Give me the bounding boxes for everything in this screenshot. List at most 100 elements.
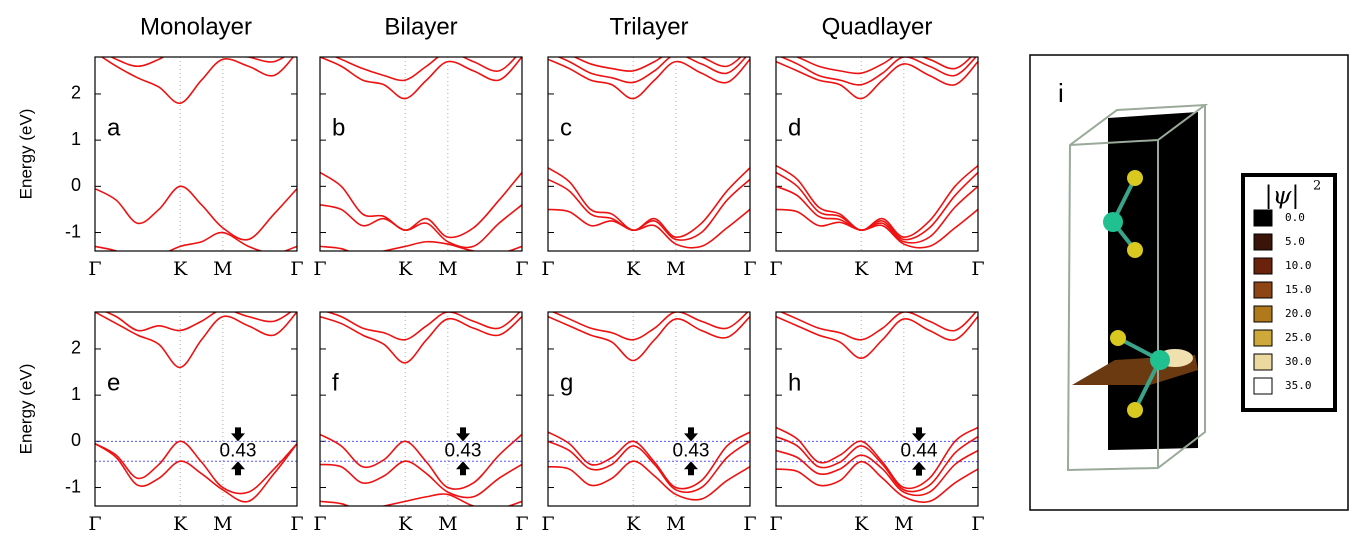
colorbar-swatch: [1253, 209, 1273, 227]
gap-annotation: 0.43: [445, 440, 482, 461]
plot-area: [776, 312, 978, 503]
band-line: [794, 57, 973, 75]
band-line: [776, 426, 978, 490]
band-line: [776, 435, 978, 493]
band-line: [95, 440, 297, 495]
x-tick-label: M: [438, 258, 457, 280]
panel: Quadlayer Γ K M Γd: [769, 13, 984, 280]
plot-frame: [775, 56, 979, 252]
gap-arrow: [684, 427, 698, 442]
plot-frame: [94, 311, 298, 507]
band-line: [776, 315, 978, 359]
y-tick-label: 0: [71, 430, 81, 450]
x-tick-label: Γ: [971, 258, 984, 280]
band-line: [776, 460, 978, 503]
x-tick-label: Γ: [313, 513, 326, 535]
band-line: [548, 460, 750, 501]
band-line: [572, 57, 742, 72]
gap-annotation: 0.43: [220, 440, 257, 461]
panel: Energy (eV) Γ K M Γ -1 0 1 2 e 0.43: [16, 311, 304, 535]
band-line: [776, 208, 978, 249]
x-tick-label: Γ: [88, 513, 101, 535]
panel-label: d: [788, 114, 801, 141]
x-tick-label: K: [173, 513, 188, 535]
y-tick-label: 0: [71, 175, 81, 195]
gap-annotation: 0.44: [901, 441, 938, 462]
band-line: [320, 240, 522, 251]
x-tick-label: M: [894, 258, 913, 280]
x-tick-label: Γ: [743, 258, 756, 280]
y-tick-label: 2: [71, 83, 81, 103]
band-line: [100, 57, 295, 104]
x-tick-label: M: [213, 513, 232, 535]
panel: Trilayer Γ K M Γc: [541, 13, 756, 280]
band-line: [548, 58, 750, 100]
y-tick-label: 2: [71, 338, 81, 358]
x-tick-label: Γ: [769, 513, 782, 535]
x-tick-label: K: [398, 513, 413, 535]
column-title: Bilayer: [384, 13, 457, 40]
panel-label: g: [560, 369, 573, 396]
slab: [1108, 112, 1198, 450]
gap-arrow: [912, 427, 926, 442]
band-line: [104, 312, 292, 332]
colorbar-label: 10.0: [1285, 259, 1312, 272]
x-tick-label: Γ: [88, 258, 101, 280]
plot-area: [95, 312, 297, 503]
band-line: [548, 431, 750, 490]
y-tick-label: 1: [71, 129, 81, 149]
band-line: [95, 185, 297, 241]
x-tick-label: Γ: [769, 258, 782, 280]
x-tick-label: Γ: [743, 513, 756, 535]
gap-arrow: [231, 427, 245, 442]
column-title: Quadlayer: [822, 13, 933, 40]
panel-label: c: [560, 114, 572, 141]
y-tick-label: 1: [71, 384, 81, 404]
band-line: [95, 312, 297, 369]
cell-box: [1066, 103, 1209, 472]
band-line: [776, 60, 978, 100]
band-line: [325, 312, 521, 341]
panel-label: i: [1058, 78, 1064, 108]
column-title: Trilayer: [609, 13, 688, 40]
x-tick-label: M: [438, 513, 457, 535]
x-tick-label: K: [854, 513, 869, 535]
x-tick-label: Γ: [971, 513, 984, 535]
band-line: [548, 440, 750, 494]
colorbar-swatch: [1253, 377, 1273, 395]
plot-area: [548, 312, 750, 501]
colorbar-swatch: [1253, 353, 1273, 371]
band-line: [551, 312, 749, 341]
gap-arrow: [684, 461, 698, 476]
plot-frame: [547, 311, 751, 507]
plot-frame: [319, 311, 523, 507]
x-tick-label: M: [666, 513, 685, 535]
band-line: [333, 57, 517, 82]
band-line: [320, 171, 522, 239]
panel-frame: [1029, 54, 1349, 511]
x-tick-label: K: [854, 258, 869, 280]
band-line: [548, 315, 750, 362]
colorbar-label: 15.0: [1285, 283, 1312, 296]
colorbar-swatch: [1253, 281, 1273, 299]
colorbar-label: 30.0: [1285, 355, 1312, 368]
x-tick-label: Γ: [541, 258, 554, 280]
band-line: [320, 433, 522, 490]
panel-label: f: [332, 369, 339, 396]
band-line: [320, 493, 522, 506]
plot-area: [548, 57, 750, 249]
colorbar-label: 35.0: [1285, 379, 1312, 392]
panel-label: a: [107, 114, 121, 141]
gap-arrow: [456, 461, 470, 476]
band-line: [320, 460, 522, 499]
band-line: [776, 171, 978, 241]
x-tick-label: Γ: [515, 513, 528, 535]
x-tick-label: Γ: [541, 513, 554, 535]
x-tick-label: M: [213, 258, 232, 280]
colorbar-swatch: [1253, 329, 1273, 347]
gap-arrow: [456, 427, 470, 442]
x-tick-label: K: [173, 258, 188, 280]
colorbar-swatch: [1253, 305, 1273, 323]
colorbar-label: 20.0: [1285, 307, 1312, 320]
